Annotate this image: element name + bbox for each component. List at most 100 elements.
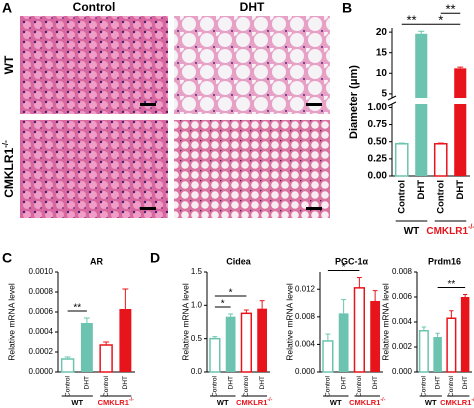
bar bbox=[80, 323, 93, 372]
y-tick-label: 0.0002 bbox=[29, 347, 54, 356]
panel-label: C bbox=[2, 250, 12, 266]
histology-image bbox=[20, 120, 168, 218]
x-tick-label: Control bbox=[356, 375, 363, 397]
y-tick-label: 0.0010 bbox=[29, 267, 54, 276]
y-tick-label: 0.0000 bbox=[29, 367, 54, 376]
row-label-text: CMKLR1 bbox=[2, 147, 16, 197]
y-tick-label: 1.0 bbox=[191, 300, 203, 309]
column-label: Control bbox=[73, 0, 116, 14]
bar bbox=[209, 337, 221, 373]
chart-title: Prdm16 bbox=[428, 256, 461, 266]
y-tick-label: 0.000 bbox=[295, 367, 316, 376]
group-label: CMKLR1-/- bbox=[98, 397, 134, 407]
row-label: CMKLR1-/- bbox=[1, 140, 17, 198]
y-tick-label: 1.5 bbox=[191, 267, 203, 276]
significance-label: ** bbox=[447, 279, 455, 290]
x-tick-label: Control bbox=[212, 375, 219, 397]
y-tick-label: 0.006 bbox=[392, 292, 413, 301]
bar bbox=[433, 143, 448, 177]
y-tick-label: 15 bbox=[376, 47, 388, 58]
significance-label: ** bbox=[73, 303, 81, 314]
y-axis-label: Relative mRNA level bbox=[380, 283, 390, 361]
group-label: CMKLR1-/- bbox=[349, 397, 385, 407]
bar bbox=[460, 297, 470, 372]
group-label: WT bbox=[217, 398, 229, 407]
row-label: WT bbox=[2, 55, 16, 74]
group-label-text: CMKLR1 bbox=[349, 398, 380, 407]
chart-title: Cidea bbox=[226, 256, 252, 266]
x-tick-label: Control bbox=[435, 180, 446, 214]
x-tick-label: DHT bbox=[122, 376, 129, 389]
x-tick-label: Control bbox=[64, 375, 71, 397]
y-tick-label: 1.00 bbox=[368, 102, 388, 113]
y-tick-label: 0.0 bbox=[191, 367, 203, 376]
y-tick-label: 0.25 bbox=[368, 153, 388, 164]
y-tick-label: 0.002 bbox=[392, 342, 413, 351]
group-label-sup: -/- bbox=[129, 397, 134, 403]
x-tick-label: Control bbox=[421, 375, 428, 397]
column-label: DHT bbox=[240, 0, 265, 14]
bar bbox=[119, 309, 132, 372]
scale-bar bbox=[140, 207, 156, 210]
group-label: WT bbox=[71, 398, 83, 407]
significance-label: ** bbox=[406, 13, 416, 28]
y-axis-label: Relative mRNA level bbox=[180, 283, 190, 361]
y-tick-label: 20 bbox=[376, 27, 388, 38]
group-label-text: CMKLR1 bbox=[440, 398, 471, 407]
y-tick-label: 0.012 bbox=[295, 284, 316, 293]
y-tick-label: 0.004 bbox=[295, 340, 316, 349]
group-label: WT bbox=[425, 398, 437, 407]
significance-label: * bbox=[221, 299, 225, 310]
group-label-sup: -/- bbox=[380, 397, 385, 403]
scale-bar bbox=[306, 103, 322, 106]
bar bbox=[415, 104, 428, 176]
histology-image bbox=[174, 16, 330, 114]
significance-label: * bbox=[342, 262, 346, 273]
x-tick-label: DHT bbox=[340, 376, 347, 389]
group-label-text: CMKLR1 bbox=[98, 398, 129, 407]
bar bbox=[322, 340, 334, 373]
bar bbox=[338, 313, 349, 372]
group-label-sup: -/- bbox=[267, 397, 272, 403]
axis-break bbox=[387, 101, 397, 107]
y-tick-label: 0.00 bbox=[368, 171, 388, 182]
bar bbox=[394, 143, 409, 177]
y-tick-label: 0.0008 bbox=[29, 287, 54, 296]
x-tick-label: Control bbox=[243, 375, 250, 397]
y-tick-label: 0.5 bbox=[191, 334, 203, 343]
bar bbox=[353, 287, 366, 373]
bar bbox=[257, 308, 268, 372]
histology-image bbox=[174, 120, 330, 218]
bar bbox=[446, 317, 457, 373]
x-tick-label: DHT bbox=[462, 376, 469, 389]
group-label-text: CMKLR1 bbox=[426, 226, 468, 237]
panel-label: B bbox=[342, 0, 352, 16]
bar bbox=[99, 344, 113, 373]
group-label-text: WT bbox=[425, 398, 437, 407]
bar bbox=[454, 104, 467, 176]
bar bbox=[418, 330, 429, 373]
group-label-text: WT bbox=[71, 398, 83, 407]
group-label: CMKLR1-/- bbox=[426, 224, 474, 236]
group-label: WT bbox=[330, 398, 342, 407]
significance-label: * bbox=[438, 13, 443, 28]
scale-bar bbox=[306, 207, 322, 210]
histology-image bbox=[20, 16, 168, 114]
bar bbox=[433, 337, 442, 372]
chart-title: AR bbox=[90, 256, 103, 266]
y-tick-label: 0.008 bbox=[392, 267, 413, 276]
panel-label: A bbox=[2, 0, 12, 16]
x-tick-label: Control bbox=[396, 180, 407, 214]
x-tick-label: DHT bbox=[434, 376, 441, 389]
y-tick-label: 0.0004 bbox=[29, 327, 54, 336]
significance-label: ** bbox=[445, 2, 455, 17]
bar bbox=[60, 358, 75, 373]
y-axis-label: Relative mRNA level bbox=[6, 283, 16, 361]
y-tick-label: 5 bbox=[381, 89, 387, 100]
x-tick-label: Control bbox=[325, 375, 332, 397]
scale-bar bbox=[140, 103, 156, 106]
x-tick-label: DHT bbox=[372, 376, 379, 389]
panel-label: D bbox=[150, 250, 160, 266]
bar bbox=[225, 316, 236, 372]
group-label: CMKLR1-/- bbox=[236, 397, 272, 407]
